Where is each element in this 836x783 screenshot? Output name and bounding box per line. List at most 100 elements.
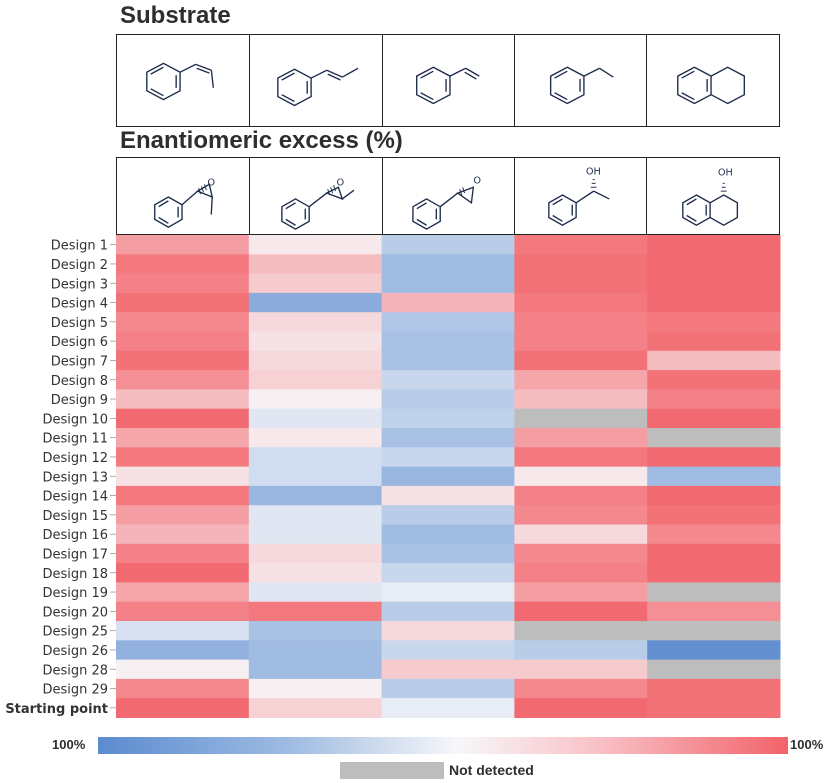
heatmap-cell — [116, 485, 250, 506]
heatmap-cell — [647, 389, 781, 410]
row-label: Design 18 — [42, 567, 108, 582]
heatmap-cell — [514, 389, 648, 410]
heatmap-cell — [248, 563, 383, 583]
heatmap-cell — [116, 640, 250, 661]
heatmap-cell — [647, 428, 781, 448]
heatmap-cell — [248, 678, 383, 699]
heatmap-cell — [514, 350, 648, 371]
heatmap-cell — [116, 312, 250, 332]
ee-title: Enantiomeric excess (%) — [120, 127, 403, 154]
heatmap: Design 1 Design 2 Design 3 Design 4 Design 5… — [5, 235, 781, 718]
heatmap-cell — [248, 466, 383, 487]
row-label: Design 10 — [42, 412, 108, 427]
heatmap-cell — [248, 621, 383, 641]
heatmap-cell — [647, 678, 781, 699]
colorbar — [98, 737, 788, 754]
svg-text:O: O — [207, 177, 215, 188]
heatmap-cell — [514, 331, 648, 352]
row-label: Design 29 — [42, 683, 108, 698]
product-4-oh-label: OH — [586, 167, 601, 178]
heatmap-cell — [116, 408, 250, 429]
heatmap-cell — [116, 466, 250, 487]
heatmap-cell — [647, 273, 781, 294]
heatmap-cell — [381, 331, 515, 352]
row-label: Design 7 — [51, 354, 108, 369]
heatmap-cell — [381, 273, 515, 294]
heatmap-cell — [116, 273, 250, 294]
heatmap-cell — [514, 235, 648, 255]
heatmap-cell — [248, 640, 383, 661]
heatmap-cell — [514, 563, 648, 583]
product-structure-2: O — [249, 157, 383, 235]
heatmap-cell — [248, 582, 383, 603]
heatmap-cell — [116, 331, 250, 352]
heatmap-cell — [116, 350, 250, 371]
heatmap-cell — [248, 273, 383, 294]
heatmap-cell — [647, 331, 781, 352]
row-label: Design 13 — [42, 470, 108, 485]
heatmap-cell — [514, 524, 648, 545]
heatmap-cell — [116, 678, 250, 699]
heatmap-cell — [647, 485, 781, 506]
row-label: Design 28 — [42, 663, 108, 678]
heatmap-cell — [248, 331, 383, 352]
heatmap-cell — [647, 601, 781, 622]
row-label: Design 8 — [51, 374, 108, 389]
row-label: Design 20 — [42, 605, 108, 620]
heatmap-cell — [514, 543, 648, 564]
heatmap-cell — [116, 447, 250, 468]
heatmap-cell — [381, 428, 515, 448]
1-phenylethanol-icon: OH — [548, 167, 610, 227]
heatmap-cell — [647, 659, 781, 680]
heatmap-cell — [514, 273, 648, 294]
heatmap-cell — [248, 428, 383, 448]
legend-min-label: 100% — [52, 737, 86, 752]
heatmap-cell — [116, 524, 250, 545]
heatmap-cell — [116, 621, 250, 641]
heatmap-cell — [381, 524, 515, 545]
heatmap-cell — [381, 408, 515, 429]
heatmap-cell — [248, 350, 383, 371]
heatmap-cell — [381, 292, 515, 313]
row-label: Design 26 — [42, 644, 108, 659]
product-structure-4: OH — [514, 157, 647, 235]
heatmap-cell — [647, 312, 781, 332]
row-label: Design 15 — [42, 509, 108, 524]
substrate-structure-3 — [382, 34, 515, 127]
heatmap-cell — [514, 312, 648, 332]
heatmap-cell — [647, 698, 781, 718]
heatmap-cell — [514, 485, 648, 506]
trans-beta-methylstyrene-icon — [277, 67, 359, 107]
product-structure-3: O — [382, 157, 515, 235]
row-label: Design 1 — [51, 239, 108, 254]
heatmap-cell — [647, 563, 781, 583]
heatmap-cell — [381, 312, 515, 332]
heatmap-cell — [381, 659, 515, 680]
heatmap-cell — [514, 447, 648, 468]
row-label: Design 19 — [42, 586, 108, 601]
heatmap-cell — [647, 292, 781, 313]
heatmap-cell — [514, 698, 648, 718]
heatmap-cell — [248, 524, 383, 545]
heatmap-cell — [116, 370, 250, 390]
heatmap-cell — [248, 235, 383, 255]
heatmap-cell — [116, 563, 250, 583]
row-label: Design 14 — [42, 490, 108, 505]
heatmap-cell — [248, 254, 383, 275]
heatmap-cell — [381, 582, 515, 603]
heatmap-cell — [248, 447, 383, 468]
svg-text:O: O — [336, 177, 344, 188]
heatmap-cell — [116, 659, 250, 680]
heatmap-cell — [514, 292, 648, 313]
heatmap-cell — [248, 312, 383, 332]
row-label: Design 9 — [51, 393, 108, 408]
heatmap-cell — [514, 370, 648, 390]
row-label: Design 2 — [51, 258, 108, 273]
heatmap-cell — [381, 485, 515, 506]
heatmap-cell — [381, 350, 515, 371]
cis-epoxide-icon: O — [154, 177, 215, 228]
substrate-structure-5 — [646, 34, 780, 127]
heatmap-cell — [381, 235, 515, 255]
trans-epoxide-icon: O — [281, 177, 355, 230]
heatmap-cell — [248, 485, 383, 506]
